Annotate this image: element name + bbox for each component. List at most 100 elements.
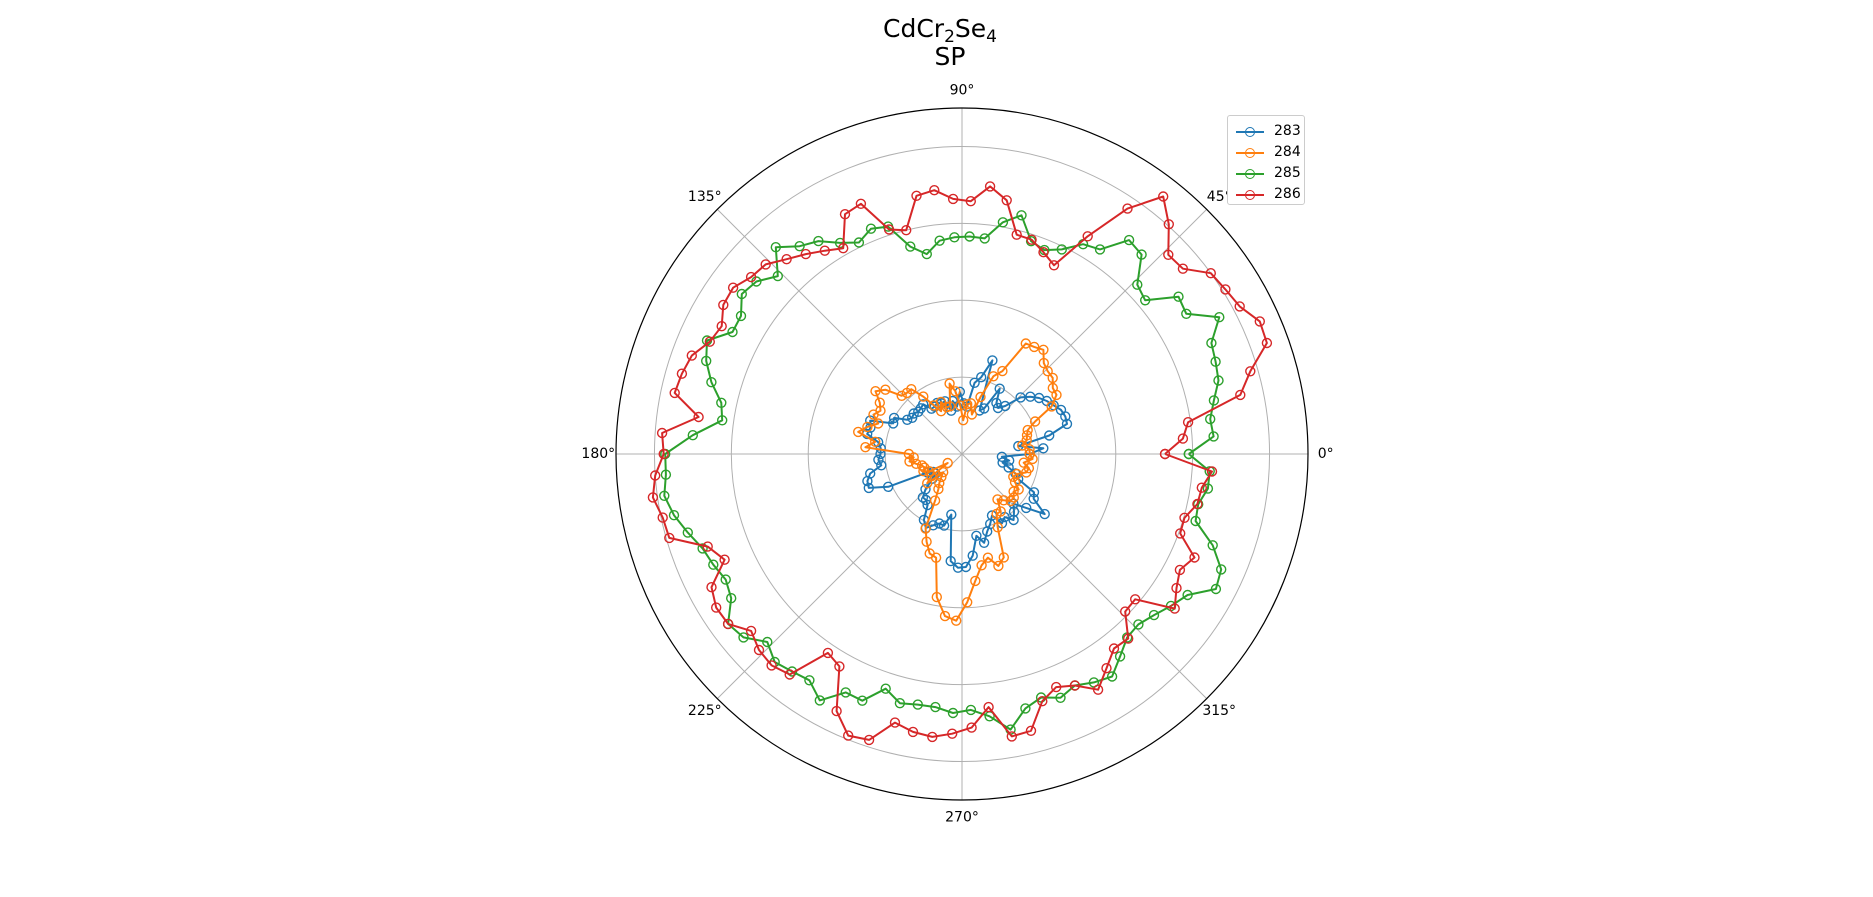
data-point: [760, 259, 771, 270]
data-point: [934, 235, 945, 246]
data-point: [1038, 357, 1050, 369]
data-point: [772, 270, 783, 282]
data-point: [1119, 606, 1131, 617]
data-point: [1171, 582, 1182, 594]
data-point: [1122, 203, 1133, 214]
legend-marker: [1245, 127, 1255, 137]
data-point: [1038, 344, 1049, 355]
data-point: [1026, 234, 1037, 245]
data-point: [1208, 431, 1219, 442]
data-point: [1129, 594, 1141, 605]
data-point: [1069, 680, 1081, 691]
data-point: [735, 310, 747, 322]
data-point: [1182, 417, 1194, 428]
theta-tick-label: 225°: [688, 703, 722, 719]
data-point: [1047, 382, 1059, 394]
data-point: [880, 384, 891, 395]
data-point: [962, 597, 973, 608]
data-point: [753, 644, 765, 656]
data-point: [1210, 583, 1222, 595]
data-point: [1169, 603, 1180, 614]
data-point: [1208, 395, 1220, 406]
data-point: [873, 418, 884, 429]
data-point: [947, 193, 959, 205]
data-point: [907, 412, 918, 423]
data-point: [1213, 375, 1224, 386]
data-point: [656, 427, 668, 439]
data-point: [857, 695, 868, 706]
data-point: [1220, 284, 1231, 295]
data-point: [1106, 671, 1118, 682]
data-point: [913, 406, 924, 417]
data-point: [762, 636, 773, 648]
data-point: [993, 560, 1004, 572]
data-point: [657, 512, 668, 523]
data-point: [1008, 506, 1020, 517]
data-point: [716, 321, 727, 332]
data-point: [720, 574, 731, 585]
data-point: [960, 561, 972, 573]
theta-tick-label: 0°: [1318, 446, 1334, 462]
data-point: [1196, 482, 1208, 493]
polar-frame: [615, 107, 1309, 801]
data-point: [1214, 312, 1225, 323]
data-point: [839, 208, 851, 220]
data-point: [992, 402, 1004, 414]
data-point: [958, 415, 969, 426]
data-point: [1163, 219, 1175, 230]
data-point: [819, 245, 830, 256]
data-point: [813, 235, 824, 247]
data-point: [883, 481, 894, 492]
data-point: [1037, 696, 1048, 707]
data-point: [1020, 338, 1032, 349]
data-point: [863, 734, 875, 746]
data-point: [1210, 356, 1221, 367]
data-point: [921, 248, 932, 260]
data-point: [910, 458, 922, 469]
data-point: [860, 442, 871, 453]
data-point: [905, 241, 916, 252]
data-point: [870, 436, 881, 447]
data-point: [888, 412, 900, 424]
series-line: [866, 359, 1068, 569]
data-point: [939, 610, 951, 622]
data-point: [927, 731, 938, 743]
data-point: [997, 365, 1008, 377]
data-point: [1182, 589, 1193, 601]
data-point: [965, 704, 977, 716]
data-point: [1021, 430, 1033, 441]
data-point: [1006, 731, 1017, 742]
legend-marker: [1245, 148, 1255, 158]
data-point: [998, 495, 1009, 506]
data-point: [1001, 195, 1012, 206]
data-point: [1148, 609, 1160, 621]
data-point: [1159, 448, 1171, 460]
data-point: [1050, 681, 1062, 693]
data-point: [928, 400, 940, 411]
data-point: [800, 248, 811, 260]
data-point: [717, 415, 728, 426]
data-point: [987, 355, 998, 366]
series-286: [647, 181, 1273, 746]
data-point: [1254, 316, 1266, 327]
data-point: [1190, 515, 1201, 527]
data-point: [686, 350, 697, 361]
data-point: [664, 532, 675, 544]
series-line: [663, 214, 1223, 731]
data-point: [701, 355, 712, 367]
data-point: [676, 368, 688, 379]
data-point: [944, 378, 955, 389]
data-point: [1192, 498, 1203, 510]
data-point: [907, 726, 919, 738]
data-point: [902, 414, 913, 425]
data-point: [874, 397, 885, 408]
data-point: [965, 195, 976, 207]
legend-marker: [1245, 169, 1255, 179]
legend-label: 286: [1274, 186, 1301, 202]
series-283: [862, 355, 1073, 573]
data-point: [727, 326, 738, 338]
data-point: [1048, 260, 1060, 271]
data-point: [1047, 372, 1058, 384]
polar-grid: [616, 108, 1308, 800]
data-point: [1261, 337, 1273, 349]
